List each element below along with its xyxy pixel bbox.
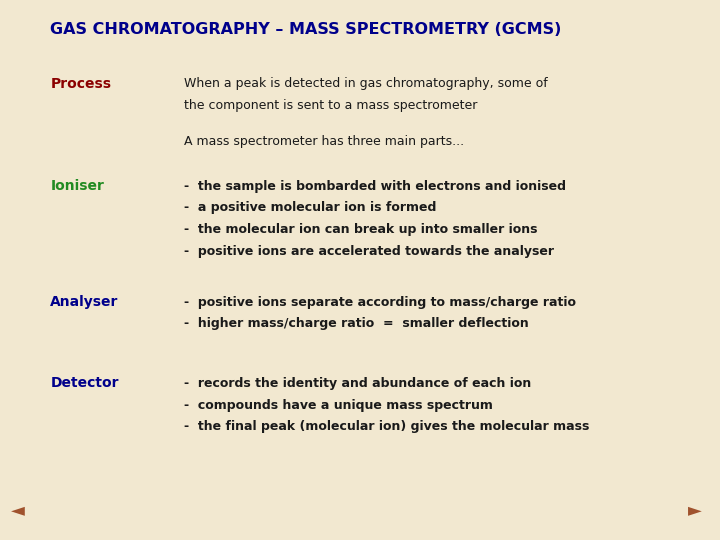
Text: -  records the identity and abundance of each ion: - records the identity and abundance of …: [184, 377, 531, 390]
Text: -  the sample is bombarded with electrons and ionised: - the sample is bombarded with electrons…: [184, 180, 566, 193]
Text: -  higher mass/charge ratio  =  smaller deflection: - higher mass/charge ratio = smaller def…: [184, 318, 528, 330]
Text: -  positive ions are accelerated towards the analyser: - positive ions are accelerated towards …: [184, 245, 554, 258]
Text: GAS CHROMATOGRAPHY – MASS SPECTROMETRY (GCMS): GAS CHROMATOGRAPHY – MASS SPECTROMETRY (…: [50, 22, 562, 37]
Text: When a peak is detected in gas chromatography, some of: When a peak is detected in gas chromatog…: [184, 77, 547, 90]
Text: Ioniser: Ioniser: [50, 179, 104, 193]
Text: Analyser: Analyser: [50, 295, 119, 309]
Text: ►: ►: [688, 501, 702, 519]
Text: -  compounds have a unique mass spectrum: - compounds have a unique mass spectrum: [184, 399, 492, 411]
Text: Process: Process: [50, 77, 112, 91]
Text: A mass spectrometer has three main parts...: A mass spectrometer has three main parts…: [184, 135, 464, 148]
Text: -  the final peak (molecular ion) gives the molecular mass: - the final peak (molecular ion) gives t…: [184, 420, 589, 433]
Text: ◄: ◄: [11, 501, 25, 519]
Text: -  a positive molecular ion is formed: - a positive molecular ion is formed: [184, 201, 436, 214]
Text: Detector: Detector: [50, 376, 119, 390]
Text: -  positive ions separate according to mass/charge ratio: - positive ions separate according to ma…: [184, 296, 575, 309]
Text: -  the molecular ion can break up into smaller ions: - the molecular ion can break up into sm…: [184, 223, 537, 236]
Text: the component is sent to a mass spectrometer: the component is sent to a mass spectrom…: [184, 99, 477, 112]
